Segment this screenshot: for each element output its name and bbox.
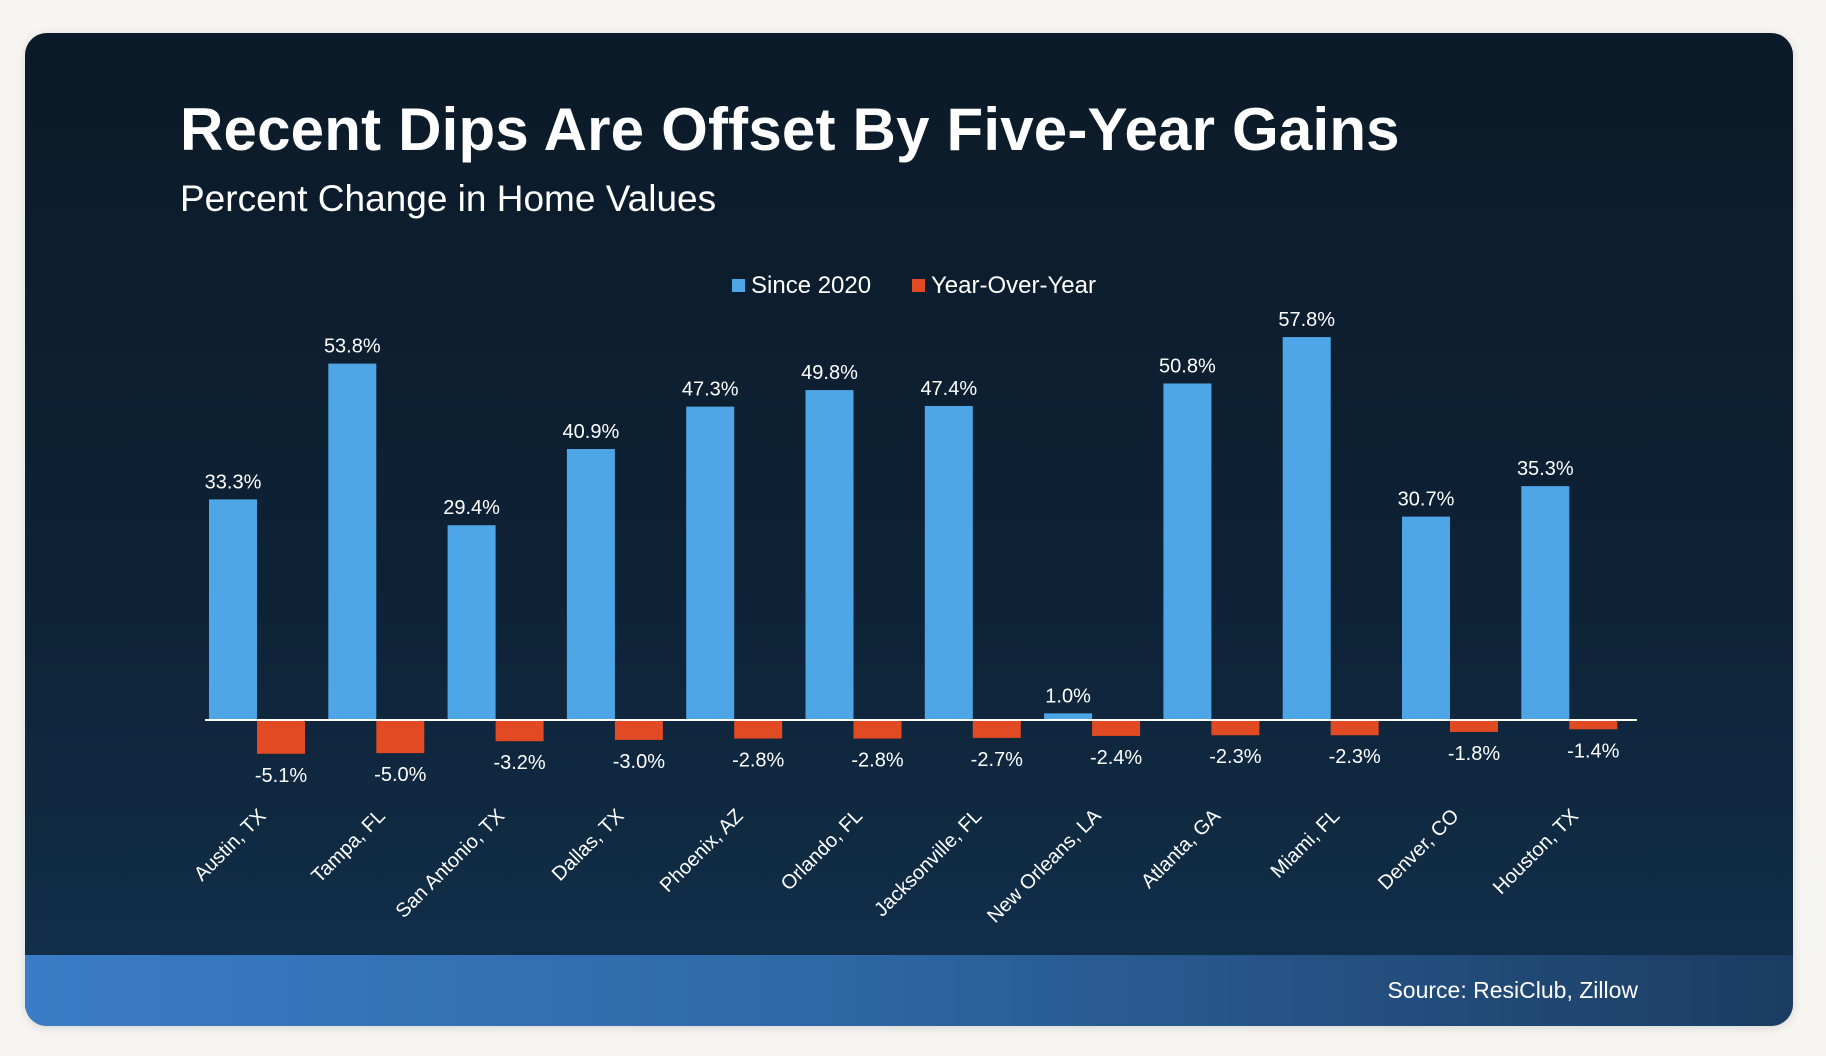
data-label-year-over-year: -1.4%: [1567, 740, 1619, 762]
bar-since-2020: [209, 499, 257, 720]
data-label-since-2020: 40.9%: [563, 421, 620, 443]
bar-since-2020: [566, 449, 615, 720]
data-label-since-2020: 30.7%: [1398, 489, 1455, 511]
data-label-since-2020: 1.0%: [1045, 685, 1091, 707]
bar-year-over-year: [853, 720, 902, 739]
data-label-year-over-year: -3.2%: [493, 752, 545, 774]
bar-year-over-year: [1450, 720, 1498, 732]
data-label-year-over-year: -2.8%: [851, 750, 903, 772]
data-label-since-2020: 33.3%: [205, 471, 262, 493]
data-label-since-2020: 49.8%: [801, 362, 858, 384]
data-label-year-over-year: -2.7%: [971, 749, 1023, 771]
category-tick-label: San Antonio, TX: [392, 805, 510, 923]
category-tick-label: Dallas, TX: [548, 805, 629, 886]
category-tick-label: Tampa, FL: [307, 805, 389, 887]
bar-since-2020: [447, 525, 496, 720]
bar-since-2020: [805, 390, 854, 720]
bar-year-over-year: [1211, 720, 1260, 736]
category-tick-label: New Orleans, LA: [983, 805, 1106, 928]
bar-year-over-year: [1092, 720, 1141, 736]
bar-since-2020: [924, 405, 973, 720]
bar-year-over-year: [734, 720, 783, 739]
bar-year-over-year: [972, 720, 1021, 738]
legend-label-year-over-year: Year-Over-Year: [931, 272, 1096, 299]
bar-since-2020: [1402, 516, 1450, 720]
legend-swatch-year-over-year: [912, 279, 925, 292]
data-label-year-over-year: -1.8%: [1448, 743, 1500, 765]
category-tick-label: Atlanta, GA: [1137, 805, 1225, 893]
legend-swatch-since-2020: [732, 279, 745, 292]
bar-year-over-year: [1330, 720, 1379, 736]
bar-since-2020: [1044, 713, 1093, 720]
chart-card: Recent Dips Are Offset By Five-Year Gain…: [25, 33, 1793, 1026]
data-label-year-over-year: -2.3%: [1329, 746, 1381, 768]
legend-label-since-2020: Since 2020: [751, 272, 871, 299]
data-label-since-2020: 47.4%: [920, 378, 977, 400]
data-label-year-over-year: -2.4%: [1090, 747, 1142, 769]
category-tick-label: Houston, TX: [1489, 805, 1583, 899]
data-label-year-over-year: -3.0%: [613, 751, 665, 773]
data-label-year-over-year: -2.8%: [732, 750, 784, 772]
bar-year-over-year: [1569, 720, 1618, 730]
bar-chart: 33.3% -5.1% Austin, TX 53.8% -5.0% Tampa, FL 2…: [190, 272, 1637, 928]
bar-since-2020: [1163, 383, 1212, 720]
bar-since-2020: [1282, 337, 1331, 720]
category-tick-label: Jacksonville, FL: [870, 805, 986, 921]
bar-year-over-year: [495, 720, 544, 742]
data-label-since-2020: 53.8%: [324, 336, 381, 358]
data-label-since-2020: 47.3%: [682, 379, 739, 401]
data-label-year-over-year: -5.0%: [374, 764, 426, 786]
chart-title: Recent Dips Are Offset By Five-Year Gain…: [180, 96, 1400, 163]
bar-since-2020: [686, 406, 735, 720]
bar-year-over-year: [257, 720, 305, 754]
data-label-since-2020: 50.8%: [1159, 355, 1216, 377]
data-label-since-2020: 29.4%: [443, 497, 500, 519]
footer-bar: Source: ResiClub, Zillow: [25, 955, 1793, 1026]
data-label-since-2020: 35.3%: [1517, 458, 1574, 480]
data-label-since-2020: 57.8%: [1278, 309, 1335, 331]
category-tick-label: Miami, FL: [1267, 805, 1345, 883]
source-note: Source: ResiClub, Zillow: [1387, 977, 1638, 1003]
bar-since-2020: [328, 363, 377, 720]
category-tick-label: Denver, CO: [1374, 805, 1463, 894]
data-label-year-over-year: -5.1%: [255, 765, 307, 787]
bar-year-over-year: [376, 720, 425, 754]
category-tick-label: Austin, TX: [190, 805, 271, 886]
bar-since-2020: [1521, 486, 1570, 720]
bar-year-over-year: [614, 720, 663, 740]
chart-subtitle: Percent Change in Home Values: [180, 178, 717, 219]
category-tick-label: Orlando, FL: [777, 805, 867, 895]
category-tick-label: Phoenix, AZ: [656, 805, 748, 897]
data-label-year-over-year: -2.3%: [1209, 746, 1261, 768]
